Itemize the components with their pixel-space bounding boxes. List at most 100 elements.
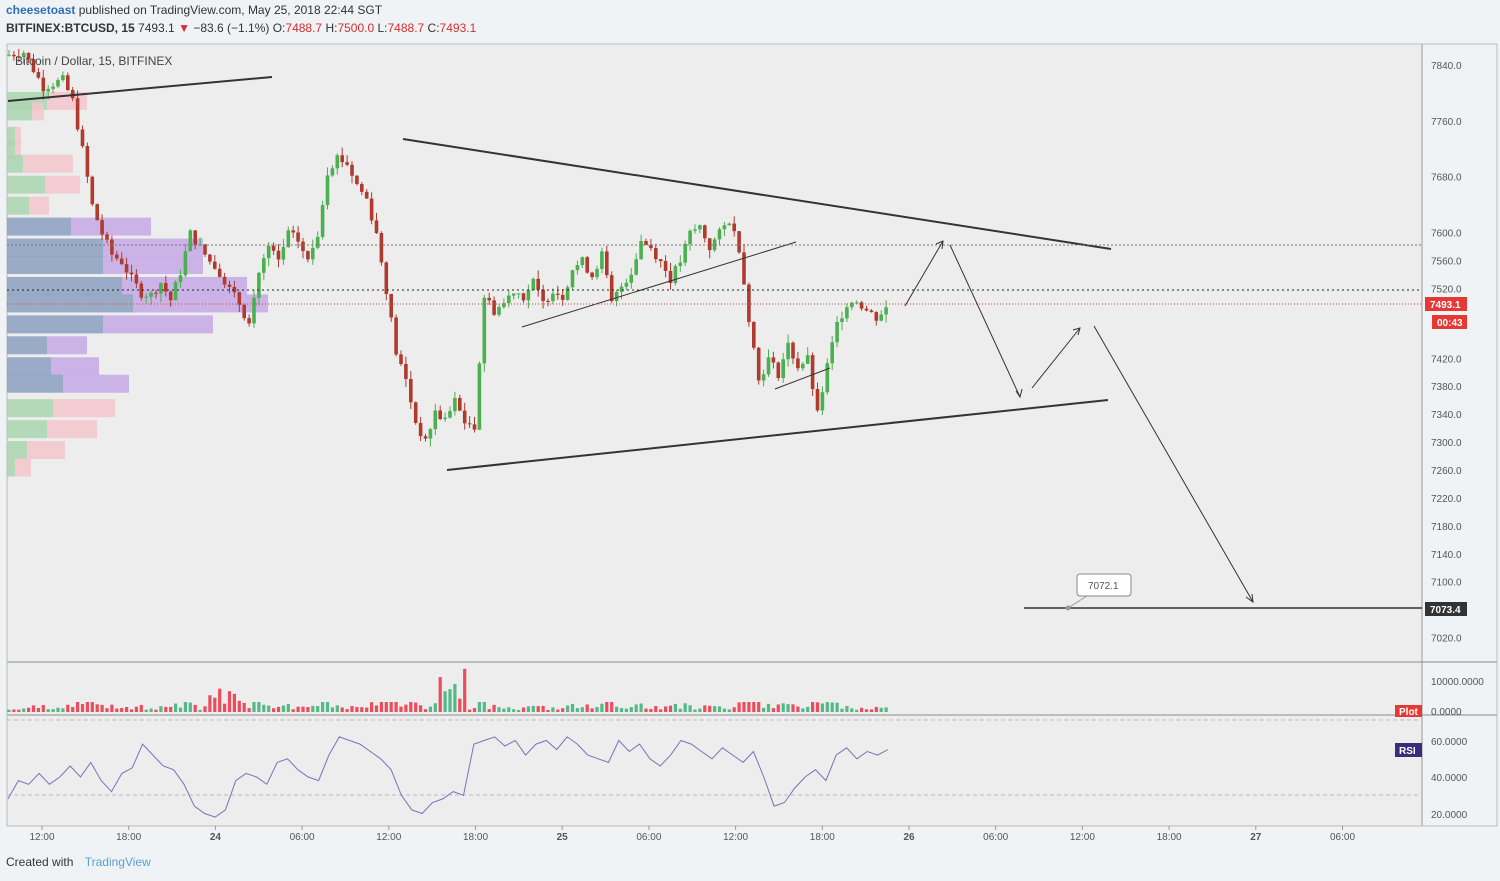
candle-body: [119, 258, 124, 265]
volume-bar: [683, 703, 687, 712]
countdown-tag-bg: [1432, 315, 1467, 329]
volume-bar: [864, 709, 869, 712]
candle-body: [110, 239, 114, 255]
last-price: 7493.1: [138, 21, 175, 35]
candle-body: [399, 354, 403, 364]
candle-body: [541, 289, 545, 301]
volume-bar: [668, 705, 673, 712]
price-pane[interactable]: [7, 44, 1422, 661]
candle-body: [144, 296, 148, 298]
candle-body: [688, 230, 692, 244]
volume-bar: [443, 691, 447, 712]
candle-body: [286, 230, 291, 248]
candle-body: [727, 223, 732, 226]
projection-arrow-3[interactable]: [1031, 327, 1081, 389]
candle-body: [90, 176, 95, 205]
volume-bar: [428, 706, 432, 712]
candle-body: [614, 291, 619, 302]
time-tick: 18:00: [810, 832, 835, 843]
triangle-lower-line[interactable]: [446, 399, 1109, 471]
profile-bar-right: [27, 441, 65, 460]
rsi-line: [7, 736, 889, 818]
volume-bar: [708, 705, 712, 712]
publisher-text: published on TradingView.com, May 25, 20…: [78, 3, 383, 17]
projection-arrow-2[interactable]: [949, 244, 1021, 398]
candle-body: [379, 233, 384, 263]
candle-body: [649, 245, 653, 249]
time-tick: 25: [557, 832, 569, 843]
volume-bar: [703, 705, 707, 712]
candle-body: [360, 184, 364, 192]
price-tick: 7180.0: [1431, 522, 1462, 533]
volume-bar: [311, 705, 315, 712]
volume-bar: [497, 707, 501, 712]
candle-body: [570, 270, 575, 288]
candle-body: [222, 276, 227, 285]
volume-bar: [115, 708, 119, 712]
callout-box[interactable]: [1076, 573, 1132, 597]
volume-bar: [267, 705, 271, 712]
volume-bar: [22, 708, 26, 712]
volume-bar: [477, 702, 481, 712]
volume-bar: [747, 702, 751, 712]
profile-bar-left: [7, 238, 103, 257]
candle-body: [879, 314, 883, 321]
volume-bar: [879, 707, 883, 712]
close-value: 7493.1: [439, 21, 477, 35]
candle-body: [242, 304, 246, 319]
candle-body: [850, 302, 854, 308]
candle-body: [232, 286, 237, 293]
volume-bar: [649, 708, 653, 712]
volume-bar: [757, 702, 761, 712]
volume-bar: [178, 707, 183, 712]
volume-bar: [624, 708, 628, 712]
volume-bar: [90, 702, 94, 712]
volume-bar: [286, 704, 290, 712]
rsi-pane[interactable]: [7, 716, 1422, 826]
volume-bar: [713, 706, 717, 712]
volume-bar: [51, 709, 55, 712]
candle-body: [423, 436, 428, 439]
tradingview-logo-link[interactable]: TradingView: [84, 855, 151, 869]
projection-arrow-4[interactable]: [1093, 325, 1254, 603]
candle-body: [276, 250, 281, 260]
candle-body: [516, 293, 521, 295]
candle-body: [619, 286, 624, 292]
volume-bar: [306, 707, 310, 712]
candle-body: [707, 238, 712, 251]
countdown-tag: 00:43: [1437, 318, 1463, 329]
volume-tick: 10000.0000: [1431, 677, 1484, 688]
volume-bar: [276, 706, 281, 712]
profile-bar-left: [7, 196, 29, 215]
drawings[interactable]: [7, 76, 1422, 609]
candle-body: [742, 252, 746, 285]
volume-bar: [247, 708, 251, 712]
volume-bar: [227, 691, 232, 712]
candle-body: [31, 59, 36, 73]
volume-bar: [463, 668, 467, 712]
profile-bar-left: [7, 357, 51, 376]
candle-body: [575, 265, 580, 271]
triangle-upper-line[interactable]: [402, 138, 1112, 250]
candle-body: [869, 310, 874, 313]
time-tick: 12:00: [1070, 832, 1095, 843]
candle-body: [418, 422, 423, 437]
publisher-user[interactable]: cheesetoast: [6, 3, 76, 17]
candle-body: [56, 80, 60, 87]
time-tick: 18:00: [1157, 832, 1182, 843]
candle-body: [864, 308, 869, 311]
candle-body: [168, 291, 173, 301]
volume-bar: [208, 695, 212, 712]
candle-body: [80, 129, 85, 147]
flag-line[interactable]: [774, 367, 831, 390]
candle-body: [12, 54, 16, 57]
candle-body: [134, 274, 139, 284]
volume-bar: [164, 706, 168, 712]
volume-bar: [183, 702, 187, 712]
channel-line[interactable]: [521, 241, 797, 328]
trendline-top-left[interactable]: [7, 76, 273, 102]
candle-body: [830, 342, 834, 364]
volume-bar: [825, 702, 829, 712]
projection-arrow-1[interactable]: [904, 240, 944, 307]
